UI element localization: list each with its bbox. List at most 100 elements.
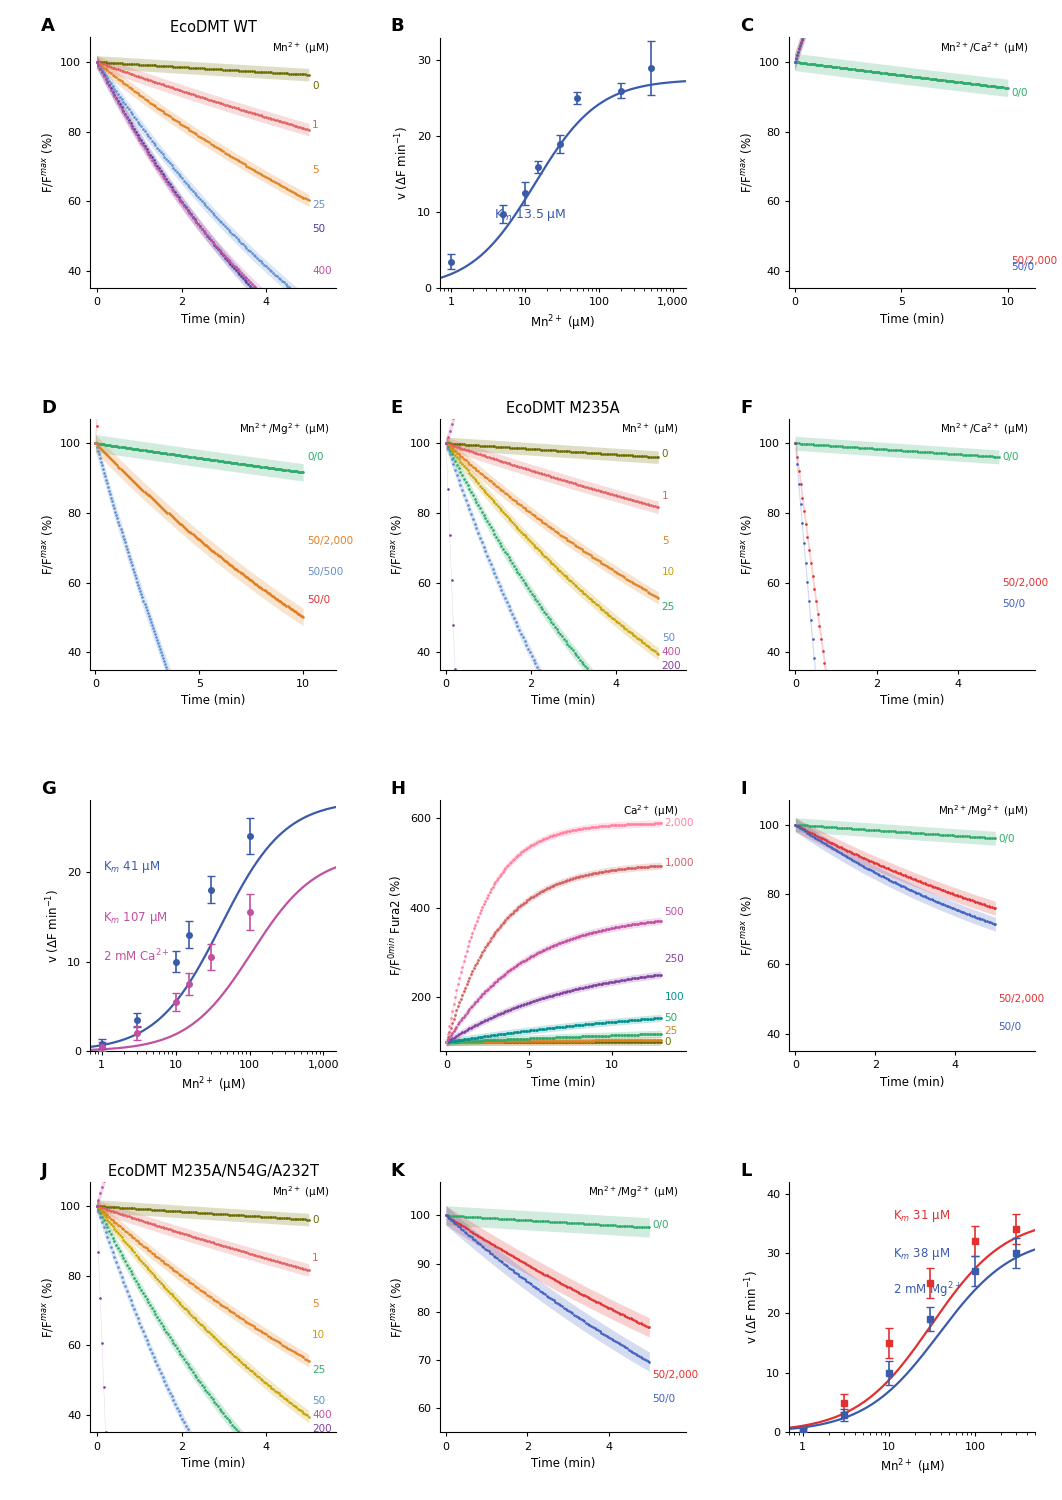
Text: Mn$^{2+}$ (μM): Mn$^{2+}$ (μM) xyxy=(272,1184,329,1200)
X-axis label: Time (min): Time (min) xyxy=(880,694,944,708)
Text: Mn$^{2+}$/Mg$^{2+}$ (μM): Mn$^{2+}$/Mg$^{2+}$ (μM) xyxy=(239,422,329,436)
Text: 0/0: 0/0 xyxy=(307,452,324,462)
Text: 0: 0 xyxy=(312,81,319,92)
Text: 50/2,000: 50/2,000 xyxy=(1012,255,1058,266)
X-axis label: Time (min): Time (min) xyxy=(182,1456,245,1470)
Text: 0: 0 xyxy=(312,1215,319,1225)
Y-axis label: F/F$^{max}$ (%): F/F$^{max}$ (%) xyxy=(739,132,754,194)
Text: 2 mM Mg$^{2+}$: 2 mM Mg$^{2+}$ xyxy=(893,1281,962,1300)
Text: Mn$^{2+}$/Ca$^{2+}$ (μM): Mn$^{2+}$/Ca$^{2+}$ (μM) xyxy=(940,40,1028,56)
Y-axis label: F/F$^{max}$ (%): F/F$^{max}$ (%) xyxy=(739,514,754,574)
Y-axis label: F/F$^{max}$ (%): F/F$^{max}$ (%) xyxy=(389,1276,405,1338)
Text: 0/0: 0/0 xyxy=(1003,452,1018,462)
Text: Mn$^{2+}$/Mg$^{2+}$ (μM): Mn$^{2+}$/Mg$^{2+}$ (μM) xyxy=(588,1184,679,1200)
Text: 0: 0 xyxy=(662,448,668,459)
Text: K: K xyxy=(391,1161,405,1179)
Text: Mn$^{2+}$ (μM): Mn$^{2+}$ (μM) xyxy=(272,40,329,56)
Text: 5: 5 xyxy=(312,165,319,176)
Y-axis label: v (ΔF min$^{-1}$): v (ΔF min$^{-1}$) xyxy=(743,1270,760,1344)
Text: 200: 200 xyxy=(662,662,682,672)
X-axis label: Mn$^{2+}$ (μM): Mn$^{2+}$ (μM) xyxy=(181,1076,245,1095)
X-axis label: Time (min): Time (min) xyxy=(531,694,595,708)
Text: 50/2,000: 50/2,000 xyxy=(1003,578,1048,588)
Text: D: D xyxy=(41,399,56,417)
Text: 0: 0 xyxy=(665,1036,671,1047)
Text: 1: 1 xyxy=(662,490,668,501)
Text: 0/0: 0/0 xyxy=(652,1220,669,1230)
Text: 25: 25 xyxy=(665,1026,678,1036)
Text: A: A xyxy=(41,18,55,36)
X-axis label: Time (min): Time (min) xyxy=(182,694,245,708)
Text: 25: 25 xyxy=(312,200,325,210)
Text: 25: 25 xyxy=(312,1365,325,1376)
Title: EcoDMT M235A: EcoDMT M235A xyxy=(507,402,619,417)
Text: 50/2,000: 50/2,000 xyxy=(652,1370,699,1380)
Text: 250: 250 xyxy=(665,954,684,964)
Text: 1: 1 xyxy=(312,120,319,129)
Text: B: B xyxy=(391,18,405,36)
Text: 1: 1 xyxy=(312,1254,319,1263)
Text: 50: 50 xyxy=(312,1396,325,1406)
Title: EcoDMT M235A/N54G/A232T: EcoDMT M235A/N54G/A232T xyxy=(108,1164,319,1179)
Text: 2,000: 2,000 xyxy=(665,818,693,828)
Text: 500: 500 xyxy=(665,908,684,916)
Text: 5: 5 xyxy=(312,1299,319,1308)
Text: K$_m$ 107 μM: K$_m$ 107 μM xyxy=(103,909,167,926)
Text: 50/0: 50/0 xyxy=(998,1022,1022,1032)
Text: 200: 200 xyxy=(312,1424,331,1434)
Text: C: C xyxy=(740,18,753,36)
Text: I: I xyxy=(740,780,747,798)
Y-axis label: F/F$^{max}$ (%): F/F$^{max}$ (%) xyxy=(39,514,54,574)
X-axis label: Time (min): Time (min) xyxy=(182,314,245,326)
Text: 400: 400 xyxy=(312,1410,331,1420)
Text: F: F xyxy=(740,399,752,417)
X-axis label: Time (min): Time (min) xyxy=(531,1076,595,1089)
Text: 5: 5 xyxy=(662,536,668,546)
Text: 50/0: 50/0 xyxy=(307,596,330,604)
Text: 50/500: 50/500 xyxy=(307,567,343,578)
Text: 50/2,000: 50/2,000 xyxy=(998,994,1045,1004)
Text: Mn$^{2+}$/Mg$^{2+}$ (μM): Mn$^{2+}$/Mg$^{2+}$ (μM) xyxy=(938,802,1028,819)
Text: 25: 25 xyxy=(662,602,675,612)
X-axis label: Time (min): Time (min) xyxy=(531,1456,595,1470)
Y-axis label: F/F$^{0min}$ Fura2 (%): F/F$^{0min}$ Fura2 (%) xyxy=(388,874,404,977)
Text: 50/0: 50/0 xyxy=(652,1394,675,1404)
Text: 50/0: 50/0 xyxy=(1003,598,1025,609)
Text: Ca$^{2+}$ (μM): Ca$^{2+}$ (μM) xyxy=(623,802,679,819)
Text: 2 mM Ca$^{2+}$: 2 mM Ca$^{2+}$ xyxy=(103,946,170,964)
Text: L: L xyxy=(740,1161,752,1179)
Text: 50: 50 xyxy=(662,633,674,644)
X-axis label: Mn$^{2+}$ (μM): Mn$^{2+}$ (μM) xyxy=(530,314,596,333)
Text: 1,000: 1,000 xyxy=(665,858,693,868)
Text: E: E xyxy=(391,399,402,417)
Text: 10: 10 xyxy=(662,567,674,578)
Text: 10: 10 xyxy=(312,1330,325,1340)
Text: H: H xyxy=(391,780,406,798)
Text: Mn$^{2+}$/Ca$^{2+}$ (μM): Mn$^{2+}$/Ca$^{2+}$ (μM) xyxy=(940,422,1028,436)
X-axis label: Time (min): Time (min) xyxy=(880,314,944,326)
Text: K$_m$ 41 μM: K$_m$ 41 μM xyxy=(103,859,159,876)
Text: 50/0: 50/0 xyxy=(1012,262,1034,273)
Text: 400: 400 xyxy=(662,648,682,657)
Text: 0/0: 0/0 xyxy=(1012,88,1028,99)
X-axis label: Mn$^{2+}$ (μM): Mn$^{2+}$ (μM) xyxy=(880,1456,945,1476)
Y-axis label: F/F$^{max}$ (%): F/F$^{max}$ (%) xyxy=(39,132,54,194)
Text: 50: 50 xyxy=(312,224,325,234)
Text: G: G xyxy=(41,780,56,798)
Y-axis label: F/F$^{max}$ (%): F/F$^{max}$ (%) xyxy=(39,1276,54,1338)
Text: 0/0: 0/0 xyxy=(998,834,1015,843)
Text: 400: 400 xyxy=(312,266,331,276)
Title: EcoDMT WT: EcoDMT WT xyxy=(170,20,257,34)
X-axis label: Time (min): Time (min) xyxy=(880,1076,944,1089)
Y-axis label: v (ΔF min$^{-1}$): v (ΔF min$^{-1}$) xyxy=(44,888,62,963)
Text: K$_m$ 38 μM: K$_m$ 38 μM xyxy=(893,1246,949,1262)
Text: Mn$^{2+}$ (μM): Mn$^{2+}$ (μM) xyxy=(621,422,679,436)
Text: 100: 100 xyxy=(665,993,684,1002)
Y-axis label: F/F$^{max}$ (%): F/F$^{max}$ (%) xyxy=(389,514,405,574)
Text: K$_m$ 31 μM: K$_m$ 31 μM xyxy=(893,1208,949,1224)
Text: J: J xyxy=(41,1161,48,1179)
Text: 50: 50 xyxy=(665,1013,678,1023)
Y-axis label: v (ΔF min$^{-1}$): v (ΔF min$^{-1}$) xyxy=(394,126,411,200)
Y-axis label: F/F$^{max}$ (%): F/F$^{max}$ (%) xyxy=(739,896,754,956)
Text: K$_m$ 13.5 μM: K$_m$ 13.5 μM xyxy=(494,207,566,224)
